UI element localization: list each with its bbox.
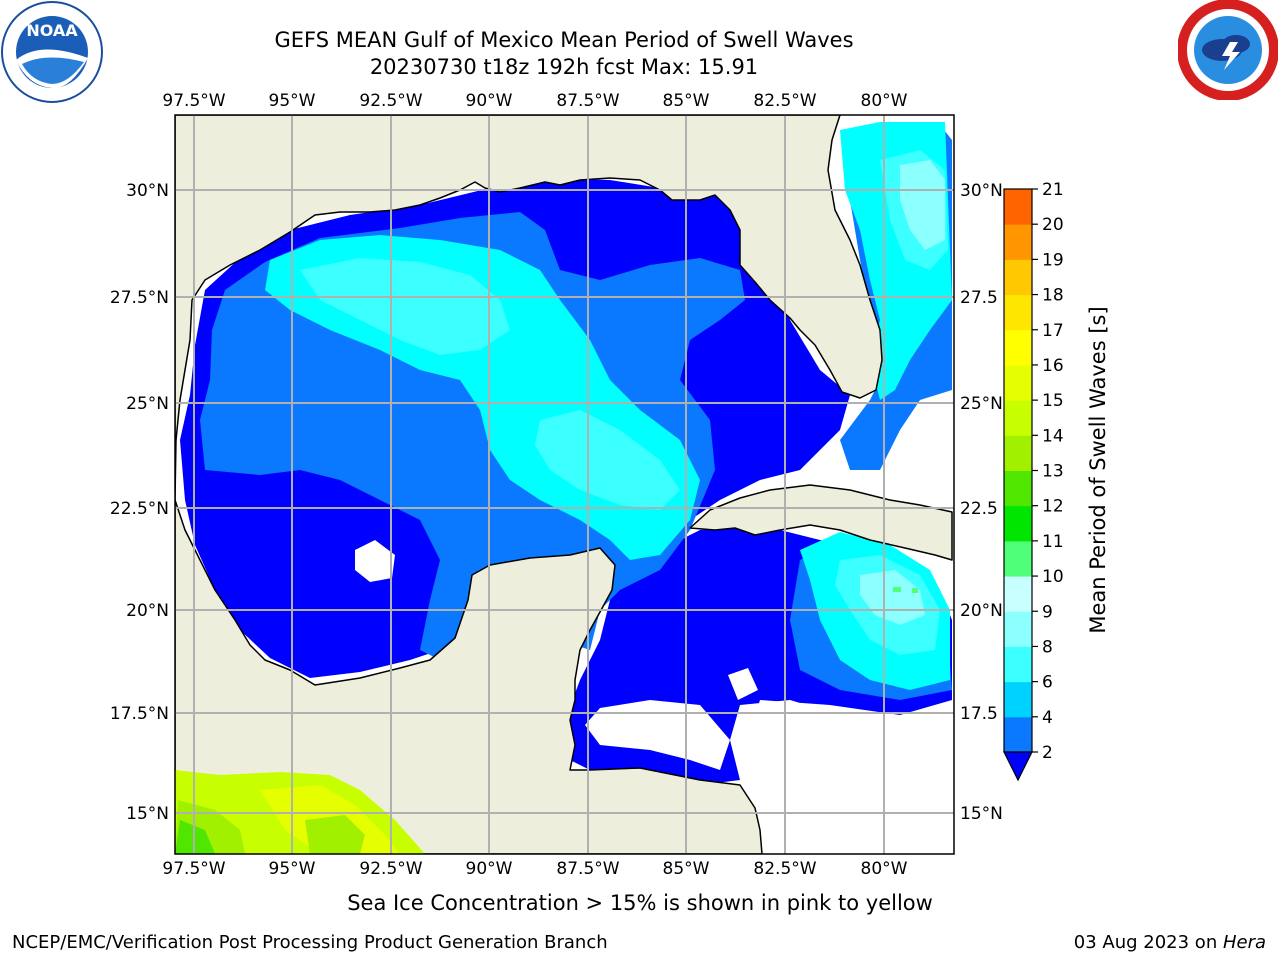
chart-title: GEFS MEAN Gulf of Mexico Mean Period of …: [274, 28, 854, 52]
lat-tick-left: 17.5°N: [110, 704, 169, 724]
colorbar-tick-label: 8: [1042, 637, 1053, 657]
lat-tick-right: 17.5: [960, 704, 998, 724]
field-4-6s: [265, 122, 952, 690]
lon-tick-bottom: 87.5°W: [556, 859, 619, 879]
lon-tick-bottom: 90°W: [466, 859, 513, 879]
colorbar-segment: [1004, 259, 1032, 296]
colorbar-segment: [1004, 294, 1032, 331]
footer-date: 03 Aug 2023 on Hera: [1074, 932, 1266, 953]
lat-tick-right: 20°N: [960, 601, 1003, 621]
colorbar-label: Mean Period of Swell Waves [s]: [1086, 306, 1110, 634]
colorbar-tick-label: 14: [1042, 426, 1064, 446]
colorbar-segment: [1004, 576, 1032, 612]
lat-tick-left: 25°N: [126, 394, 169, 414]
noaa-logo-text: NOAA: [26, 21, 78, 40]
colorbar-segment: [1004, 611, 1032, 647]
footer-credit: NCEP/EMC/Verification Post Processing Pr…: [12, 932, 608, 953]
colorbar-tick-label: 10: [1042, 567, 1064, 587]
land-masses: [175, 115, 953, 854]
lat-tick-left: 30°N: [126, 181, 169, 201]
swell-period-field: [180, 122, 952, 854]
lat-tick-left: 20°N: [126, 601, 169, 621]
land-cuba: [689, 484, 953, 561]
colorbar-segment: [1004, 540, 1032, 577]
colorbar-tick-label: 16: [1042, 356, 1064, 376]
colorbar-segment: [1004, 505, 1032, 542]
lat-tick-right: 27.5: [960, 288, 998, 308]
colorbar-underflow: [1003, 751, 1033, 782]
colorbar-tick-label: 6: [1042, 673, 1053, 693]
lon-tick-top: 95°W: [269, 91, 316, 111]
colorbar-segment: [1004, 189, 1032, 225]
lon-tick-top: 87.5°W: [556, 91, 619, 111]
lon-tick-bottom: 95°W: [269, 859, 316, 879]
colorbar-tick-label: 13: [1042, 462, 1064, 482]
lat-tick-left: 27.5°N: [110, 288, 169, 308]
footer-host: Hera: [1222, 932, 1266, 953]
colorbar-segment: [1004, 400, 1032, 436]
noaa-logo: NOAA: [1, 1, 103, 103]
colorbar-tick-label: 19: [1042, 250, 1064, 270]
colorbar-segment: [1004, 329, 1032, 366]
lon-tick-top: 80°W: [861, 91, 908, 111]
lon-tick-bottom: 85°W: [663, 859, 710, 879]
lon-tick-bottom: 97.5°W: [162, 859, 225, 879]
field-10-11s-b: [912, 588, 918, 593]
lon-tick-bottom: 80°W: [861, 859, 908, 879]
lat-tick-left: 22.5°N: [110, 499, 169, 519]
lat-tick-right: 30°N: [960, 181, 1003, 201]
footer-date-text: 03 Aug 2023 on: [1073, 932, 1223, 953]
lon-tick-top: 85°W: [663, 91, 710, 111]
colorbar-tick-label: 4: [1042, 708, 1053, 728]
field-8-9s: [860, 160, 945, 625]
nws-logo: [1178, 0, 1278, 100]
colorbar-segment: [1004, 224, 1032, 260]
map-area: [175, 115, 954, 854]
map-frame: [174, 114, 955, 855]
ice-note-text: Sea Ice Concentration > 15% is shown in …: [347, 891, 933, 915]
colorbar-segment: [1004, 435, 1032, 471]
map-grid: [175, 115, 954, 854]
lon-tick-top: 90°W: [466, 91, 513, 111]
colorbar-tick-label: 9: [1042, 602, 1053, 622]
lon-tick-bottom: 92.5°W: [359, 859, 422, 879]
lat-labels-right: 30°N 27.5 25°N 22.5 20°N 17.5 15°N: [960, 181, 1003, 824]
colorbar-segment: [1004, 364, 1032, 401]
lat-labels-left: 30°N 27.5°N 25°N 22.5°N 20°N 17.5°N 15°N: [110, 181, 169, 824]
ice-note: Sea Ice Concentration > 15% is shown in …: [0, 891, 1280, 915]
land-north-america: [175, 115, 883, 501]
chart-subtitle: 20230730 t18z 192h fcst Max: 15.91: [369, 55, 759, 79]
lon-tick-top: 82.5°W: [753, 91, 816, 111]
field-6-8s: [300, 150, 948, 655]
colorbar-tick-label: 21: [1042, 180, 1064, 200]
lon-tick-bottom: 82.5°W: [753, 859, 816, 879]
lon-labels-bottom: 97.5°W 95°W 92.5°W 90°W 87.5°W 85°W 82.5…: [162, 859, 907, 879]
colorbar: 2 4 6 8 9 10 11 12 13 14 15 16 17 18 19 20 21: [1003, 180, 1064, 782]
colorbar-tick-label: 2: [1042, 743, 1053, 763]
land-mexico: [175, 499, 763, 854]
lat-tick-right: 22.5: [960, 499, 998, 519]
lon-tick-top: 92.5°W: [359, 91, 422, 111]
colorbar-tick-label: 18: [1042, 286, 1064, 306]
lat-tick-left: 15°N: [126, 804, 169, 824]
colorbar-tick-label: 11: [1042, 532, 1064, 552]
colorbar-segment: [1004, 716, 1032, 753]
colorbar-segment: [1004, 470, 1032, 507]
colorbar-segment: [1004, 646, 1032, 683]
lat-tick-right: 25°N: [960, 394, 1003, 414]
colorbar-tick-label: 20: [1042, 215, 1064, 235]
field-10-11s: [893, 587, 901, 592]
lon-labels-top: 97.5°W 95°W 92.5°W 90°W 87.5°W 85°W 82.5…: [162, 91, 907, 111]
lat-tick-right: 15°N: [960, 804, 1003, 824]
lon-tick-top: 97.5°W: [162, 91, 225, 111]
colorbar-tick-label: 12: [1042, 497, 1064, 517]
colorbar-tick-label: 17: [1042, 321, 1064, 341]
colorbar-segment: [1004, 681, 1032, 718]
colorbar-tick-label: 15: [1042, 391, 1064, 411]
